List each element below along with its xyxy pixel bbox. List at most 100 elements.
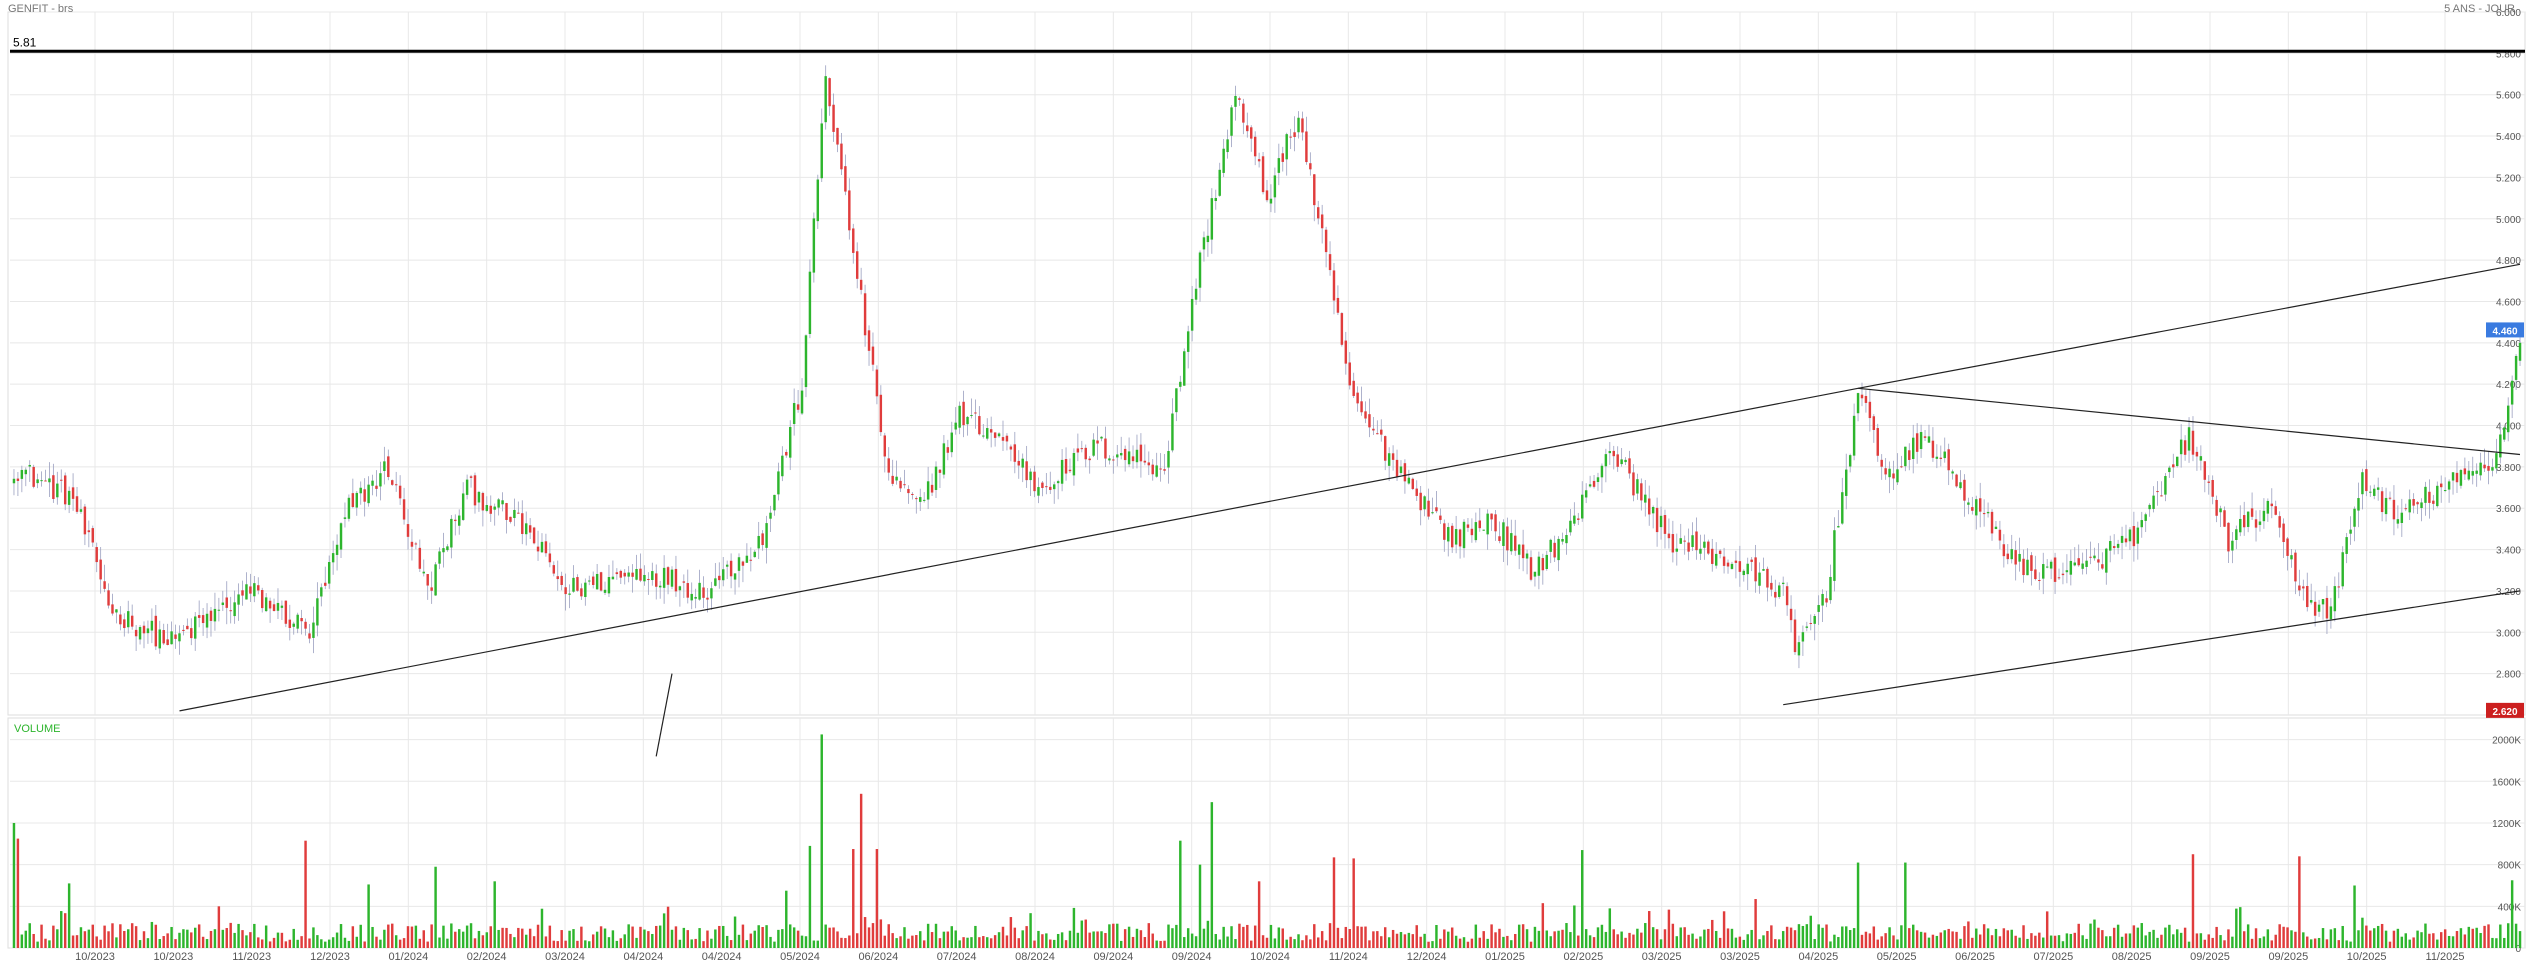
volume-bar	[134, 926, 138, 948]
candle-body	[690, 593, 693, 601]
candle-body	[1478, 520, 1482, 529]
candle-body	[367, 484, 370, 504]
volume-bar	[690, 939, 693, 948]
candle-body	[1246, 125, 1249, 132]
volume-bar	[127, 929, 130, 948]
candle-body	[2447, 481, 2451, 490]
candle-body	[2246, 511, 2250, 527]
candle-body	[391, 480, 394, 485]
candle-body	[2109, 541, 2112, 551]
candle-body	[2424, 486, 2427, 503]
candle-body	[745, 555, 749, 563]
volume-bar	[1703, 929, 1706, 948]
candle-body	[2148, 504, 2151, 510]
candle-body	[115, 609, 118, 613]
volume-bar	[946, 931, 950, 948]
volume-bar	[422, 930, 425, 948]
volume-bar	[1876, 939, 1879, 948]
volume-bar	[2270, 940, 2274, 948]
last-price-badge-bg	[2486, 322, 2524, 338]
candle-body	[1123, 448, 1127, 461]
candle-body	[1439, 515, 1442, 520]
candle-body	[2443, 490, 2447, 492]
candle-body	[91, 528, 94, 543]
candle-body	[2183, 440, 2187, 455]
candle-body	[1541, 558, 1545, 571]
candle-body	[2227, 522, 2230, 552]
candle-body	[402, 499, 406, 520]
candle-body	[1049, 486, 1052, 490]
candle-body	[1450, 525, 1454, 548]
volume-bar	[848, 935, 851, 948]
volume-bar	[1947, 928, 1950, 948]
candle-body	[899, 480, 902, 489]
volume-bar	[339, 924, 343, 948]
candle-body	[2250, 508, 2254, 517]
volume-bar	[201, 936, 205, 948]
candle-body	[757, 535, 760, 549]
volume-bar	[1190, 933, 1194, 948]
volume-bar	[934, 923, 938, 948]
volume-bar	[1179, 840, 1182, 948]
candle-body	[1868, 401, 1872, 419]
volume-bar	[1514, 933, 1517, 948]
candle-body	[1742, 570, 1746, 576]
candle-body	[1632, 472, 1635, 496]
candle-body	[702, 587, 705, 598]
volume-bar	[777, 929, 780, 948]
candle-body	[1186, 331, 1190, 352]
candle-body	[1801, 632, 1805, 642]
volume-bar	[56, 929, 59, 948]
candle-body	[2384, 497, 2388, 515]
volume-bar	[591, 934, 595, 948]
candle-body	[528, 525, 532, 533]
candle-body	[481, 492, 485, 511]
volume-bar	[450, 923, 453, 948]
candle-body	[2436, 485, 2439, 507]
volume-bar	[1135, 928, 1139, 948]
candle-body	[2278, 516, 2281, 528]
candle-body	[1699, 548, 1702, 554]
volume-bar	[123, 930, 126, 948]
candle-body	[1529, 557, 1533, 580]
candle-body	[2101, 564, 2104, 569]
volume-bar	[1443, 929, 1446, 948]
candle-body	[915, 498, 918, 500]
candle-body	[1202, 237, 1206, 250]
volume-bar	[883, 935, 887, 948]
candle-body	[75, 496, 79, 512]
candle-body	[127, 611, 130, 628]
candle-body	[327, 562, 331, 584]
candle-body	[859, 279, 863, 290]
candle-body	[1234, 95, 1237, 107]
candle-body	[1549, 539, 1552, 552]
price-tick-label: 5.600	[2496, 91, 2521, 102]
candle-body	[1466, 524, 1470, 528]
candle-body	[1285, 134, 1288, 160]
candle-body	[2069, 560, 2073, 575]
date-tick-label: 03/2025	[1720, 951, 1760, 960]
candle-body	[532, 527, 536, 544]
candle-body	[1915, 433, 1919, 452]
volume-bar	[48, 940, 51, 948]
candle-body	[1127, 451, 1131, 465]
candle-body	[1640, 483, 1643, 501]
candle-body	[1848, 455, 1852, 467]
candle-body	[343, 517, 347, 519]
volume-bar	[1159, 940, 1162, 948]
volume-bar	[2416, 930, 2419, 948]
candle-body	[930, 484, 934, 493]
volume-bar	[1478, 937, 1482, 948]
candle-body	[832, 104, 835, 132]
volume-bar	[1112, 923, 1115, 948]
volume-bar	[170, 926, 173, 948]
volume-bar	[489, 926, 492, 948]
candle-body	[1612, 450, 1615, 457]
candle-body	[2077, 558, 2080, 566]
volume-bar	[1447, 931, 1450, 948]
candle-body	[241, 590, 244, 596]
volume-bar	[1143, 937, 1147, 948]
volume-bar	[1565, 923, 1568, 948]
volume-bar	[1305, 935, 1308, 948]
candle-body	[12, 478, 16, 484]
